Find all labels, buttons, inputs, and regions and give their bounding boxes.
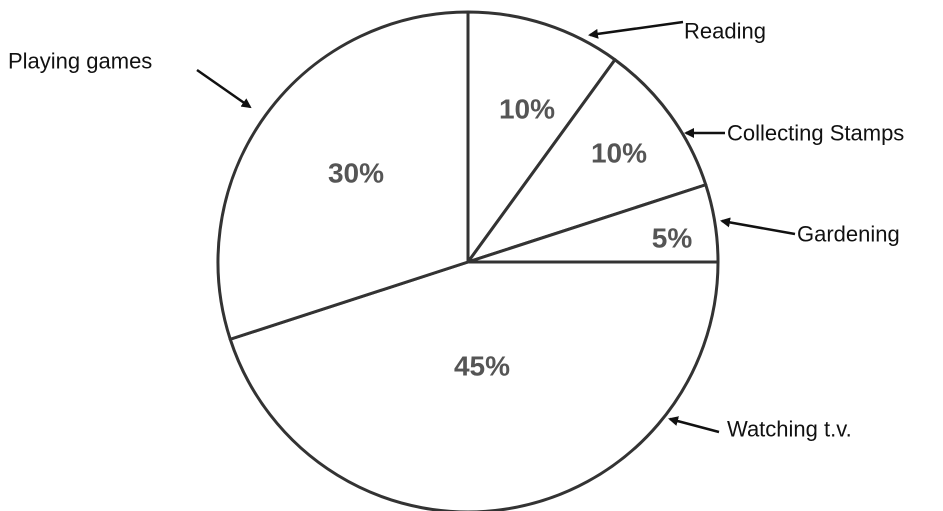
pie-slice-watching-t-v [228,260,720,511]
arrows-layer [196,20,796,434]
leader-arrow-playing-games [196,68,252,109]
category-label-playing-games: Playing games [8,49,152,74]
slices-layer [216,10,720,511]
category-label-gardening: Gardening [797,222,900,247]
leader-arrow-watching-t-v [668,416,720,434]
leader-arrow-gardening [720,217,796,236]
category-labels-layer: Reading Collecting Stamps Gardening Watchin… [8,19,904,442]
value-label-collecting-stamps: 10% [591,138,647,169]
category-label-reading: Reading [684,19,766,44]
leader-arrow-reading [588,20,684,39]
value-labels-layer: 10% 10% 5% 45% 30% [328,94,692,382]
pie-slice-playing-games [216,10,470,341]
category-label-collecting-stamps: Collecting Stamps [727,121,904,146]
value-label-watching-t-v: 45% [454,351,510,382]
value-label-playing-games: 30% [328,158,384,189]
value-label-gardening: 5% [652,223,693,254]
pie-slice-collecting-stamps [466,58,708,264]
value-label-reading: 10% [499,94,555,125]
category-label-watching-t-v: Watching t.v. [727,417,852,442]
pie-slice-reading [466,10,617,264]
